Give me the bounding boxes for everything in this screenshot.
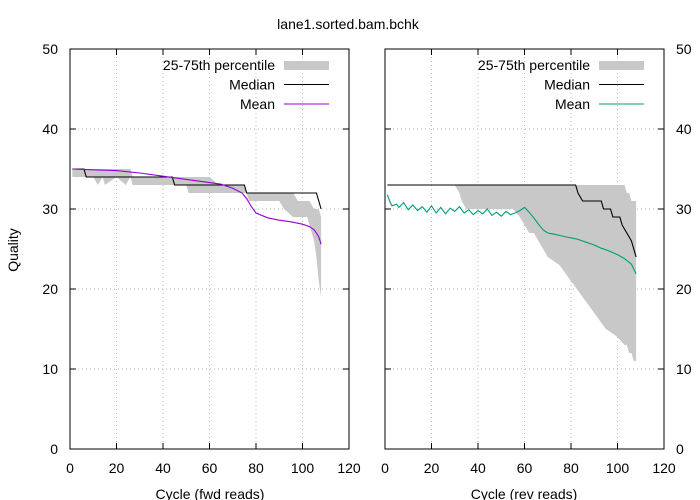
- forward-reads-panel: 0 20 40 60 80 100 120 0 10 20 30 40 50 25-75th percen…: [42, 41, 360, 476]
- x-tick-label: 40: [470, 460, 486, 476]
- median-line: [72, 168, 322, 210]
- y-tick-label: 0: [676, 441, 684, 457]
- legend-swatch: [599, 61, 644, 70]
- legend-label: 25-75th percentile: [478, 57, 590, 73]
- legend-label: Mean: [555, 96, 590, 112]
- x-tick-label: 20: [109, 460, 125, 476]
- y-tick-label: 30: [42, 201, 58, 217]
- x-tick-label: 40: [155, 460, 171, 476]
- x-tick-label: 20: [424, 460, 440, 476]
- x-tick-label: 0: [66, 460, 74, 476]
- x-tick-label: 80: [248, 460, 264, 476]
- percentile-band: [387, 185, 637, 361]
- legend-label: Median: [544, 77, 590, 93]
- x-axis-label-fwd: Cycle (fwd reads): [156, 486, 265, 500]
- x-tick-label: 0: [381, 460, 389, 476]
- x-tick-label: 100: [606, 460, 630, 476]
- y-tick-label: 10: [676, 361, 692, 377]
- y-tick-label: 50: [676, 41, 692, 57]
- x-tick-label: 100: [291, 460, 315, 476]
- y-tick-label: 20: [676, 281, 692, 297]
- y-tick-label: 20: [42, 281, 58, 297]
- legend-swatch: [284, 61, 329, 70]
- legend-label: Median: [229, 77, 275, 93]
- x-tick-label: 60: [202, 460, 218, 476]
- legend-label: 25-75th percentile: [163, 57, 275, 73]
- mean-line: [72, 168, 322, 245]
- x-tick-label: 60: [517, 460, 533, 476]
- legend-label: Mean: [240, 96, 275, 112]
- x-tick-label: 120: [337, 460, 361, 476]
- x-axis-label-rev: Cycle (rev reads): [471, 486, 578, 500]
- chart-title: lane1.sorted.bam.bchk: [277, 16, 420, 32]
- y-tick-label: 10: [42, 361, 58, 377]
- mean-line: [386, 194, 637, 275]
- y-tick-label: 40: [42, 121, 58, 137]
- x-tick-label: 120: [652, 460, 676, 476]
- y-tick-label: 0: [50, 441, 58, 457]
- x-tick-label: 80: [563, 460, 579, 476]
- y-tick-label: 50: [42, 41, 58, 57]
- percentile-band: [72, 169, 322, 297]
- y-axis-label: Quality: [5, 228, 21, 272]
- y-tick-label: 30: [676, 201, 692, 217]
- median-line: [387, 184, 637, 258]
- y-tick-label: 40: [676, 121, 692, 137]
